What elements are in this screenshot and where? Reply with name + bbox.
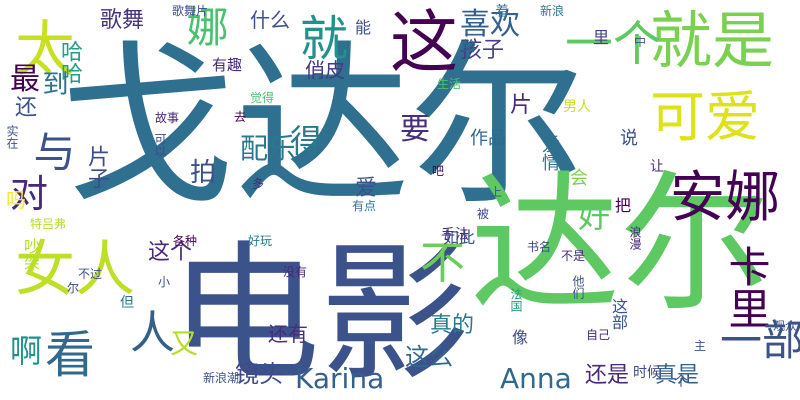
cloud-word: 中 <box>634 35 647 49</box>
cloud-word: 镜头 <box>235 360 283 388</box>
cloud-word: 要 <box>400 112 430 147</box>
cloud-word: 戈达尔 <box>60 26 585 229</box>
cloud-word: 男人 <box>563 99 591 115</box>
cloud-word: 手法 <box>441 227 469 243</box>
cloud-word: 能 <box>355 18 372 37</box>
cloud-word: 这个 <box>148 240 193 265</box>
cloud-word: 实在 <box>5 125 19 149</box>
cloud-word: 人 <box>130 306 176 359</box>
cloud-word: 吗 <box>6 188 26 212</box>
cloud-word: 有趣 <box>212 56 243 74</box>
cloud-word: 最 <box>10 62 40 97</box>
cloud-word: 可爱 <box>650 85 761 149</box>
cloud-word: 多 <box>252 177 265 191</box>
cloud-word: 吧 <box>432 164 445 178</box>
cloud-word: 不是 <box>561 249 586 263</box>
cloud-word: 卡里 <box>722 245 771 329</box>
cloud-word: 他们 <box>571 275 585 299</box>
cloud-word: 不 <box>420 236 466 289</box>
cloud-word: 真的 <box>430 313 475 338</box>
cloud-word: 说 <box>620 128 638 149</box>
cloud-word: 这 <box>390 4 459 83</box>
cloud-word: 小 <box>158 275 171 289</box>
cloud-word: 对 <box>10 172 49 216</box>
cloud-word: 好 <box>578 197 611 235</box>
cloud-word: 还是 <box>585 363 630 388</box>
cloud-word: 时候 <box>633 365 661 381</box>
cloud-word: 吵架 <box>21 238 40 270</box>
cloud-word: 上 <box>490 185 503 199</box>
cloud-word: 好玩 <box>248 234 273 248</box>
cloud-word: 爱情 <box>539 135 560 171</box>
cloud-word: 故事 <box>155 111 180 125</box>
cloud-word: 就 <box>300 11 349 67</box>
cloud-word: 又 <box>170 327 199 360</box>
cloud-word: 自己 <box>586 328 611 342</box>
cloud-word: 娜 <box>180 5 229 47</box>
cloud-word: 去 <box>234 110 247 124</box>
cloud-word: 新浪潮 <box>203 371 240 385</box>
cloud-word: 太 <box>15 15 75 85</box>
cloud-word: 这部 <box>609 298 628 330</box>
cloud-word: 拍 <box>190 158 217 188</box>
cloud-word: 让 <box>650 159 664 175</box>
cloud-word: 看 <box>45 326 95 384</box>
cloud-word: 配乐 <box>240 132 297 165</box>
cloud-word: 主 <box>694 339 707 353</box>
cloud-word: 一个 <box>565 16 662 72</box>
cloud-word: 会 <box>570 168 588 189</box>
cloud-word: 但 <box>120 295 134 311</box>
cloud-word: 不过 <box>78 267 103 281</box>
cloud-word: 哈哈 <box>57 40 82 84</box>
cloud-word: 观众 <box>773 319 798 333</box>
cloud-word: 片 <box>510 93 533 118</box>
cloud-word: 法国 <box>509 288 523 312</box>
cloud-word: 觉得 <box>250 91 275 105</box>
cloud-word: 俏皮 <box>305 58 345 82</box>
cloud-word: 个 <box>674 374 688 390</box>
cloud-word: 安娜 <box>670 165 781 229</box>
cloud-word: 歌舞片 <box>172 4 209 18</box>
cloud-word: 一部 <box>720 316 800 365</box>
cloud-word: 什么 <box>250 8 290 32</box>
cloud-word: 被 <box>477 207 490 221</box>
cloud-word: 片子 <box>84 145 109 189</box>
cloud-word: 像 <box>512 328 529 347</box>
cloud-word: 啊 <box>10 332 43 370</box>
cloud-word: 把 <box>615 196 632 215</box>
cloud-word: 得 <box>290 122 323 160</box>
cloud-word: 就是 <box>650 4 775 77</box>
cloud-word: Anna <box>500 362 572 395</box>
cloud-word: 有点 <box>352 199 377 213</box>
cloud-word: 爱 <box>355 176 378 201</box>
cloud-word: 歌舞 <box>100 8 145 33</box>
cloud-word: Karina <box>295 362 385 395</box>
cloud-word: 女人 <box>15 235 135 305</box>
cloud-word: 尔 <box>67 281 80 295</box>
cloud-word: 生活 <box>437 77 462 91</box>
cloud-word: 到 <box>38 70 68 96</box>
cloud-word: 里 <box>593 28 610 47</box>
cloud-word: 与 <box>27 130 76 172</box>
cloud-word: 孩子 <box>460 38 505 63</box>
cloud-word: 给 <box>462 39 476 55</box>
cloud-word: 各种 <box>173 234 198 248</box>
cloud-word: 达尔 <box>470 158 771 332</box>
cloud-word: 如此 <box>443 228 476 247</box>
cloud-word: 新浪 <box>540 4 565 18</box>
cloud-word: 书名 <box>527 240 552 254</box>
cloud-word: 还 <box>11 95 36 117</box>
cloud-word: 喜欢 <box>460 7 520 42</box>
cloud-word: 这么 <box>405 343 453 371</box>
cloud-word: 着 <box>495 4 509 20</box>
cloud-word: 可以 <box>153 133 167 157</box>
cloud-word: 浪漫 <box>628 226 642 250</box>
cloud-word: 真是 <box>655 363 700 388</box>
cloud-word: 电影 <box>170 228 471 400</box>
cloud-word: 作品 <box>470 128 506 149</box>
cloud-word: 没有 <box>283 265 308 279</box>
cloud-word: 特吕弗 <box>30 217 67 231</box>
cloud-word: 还有 <box>268 322 308 346</box>
